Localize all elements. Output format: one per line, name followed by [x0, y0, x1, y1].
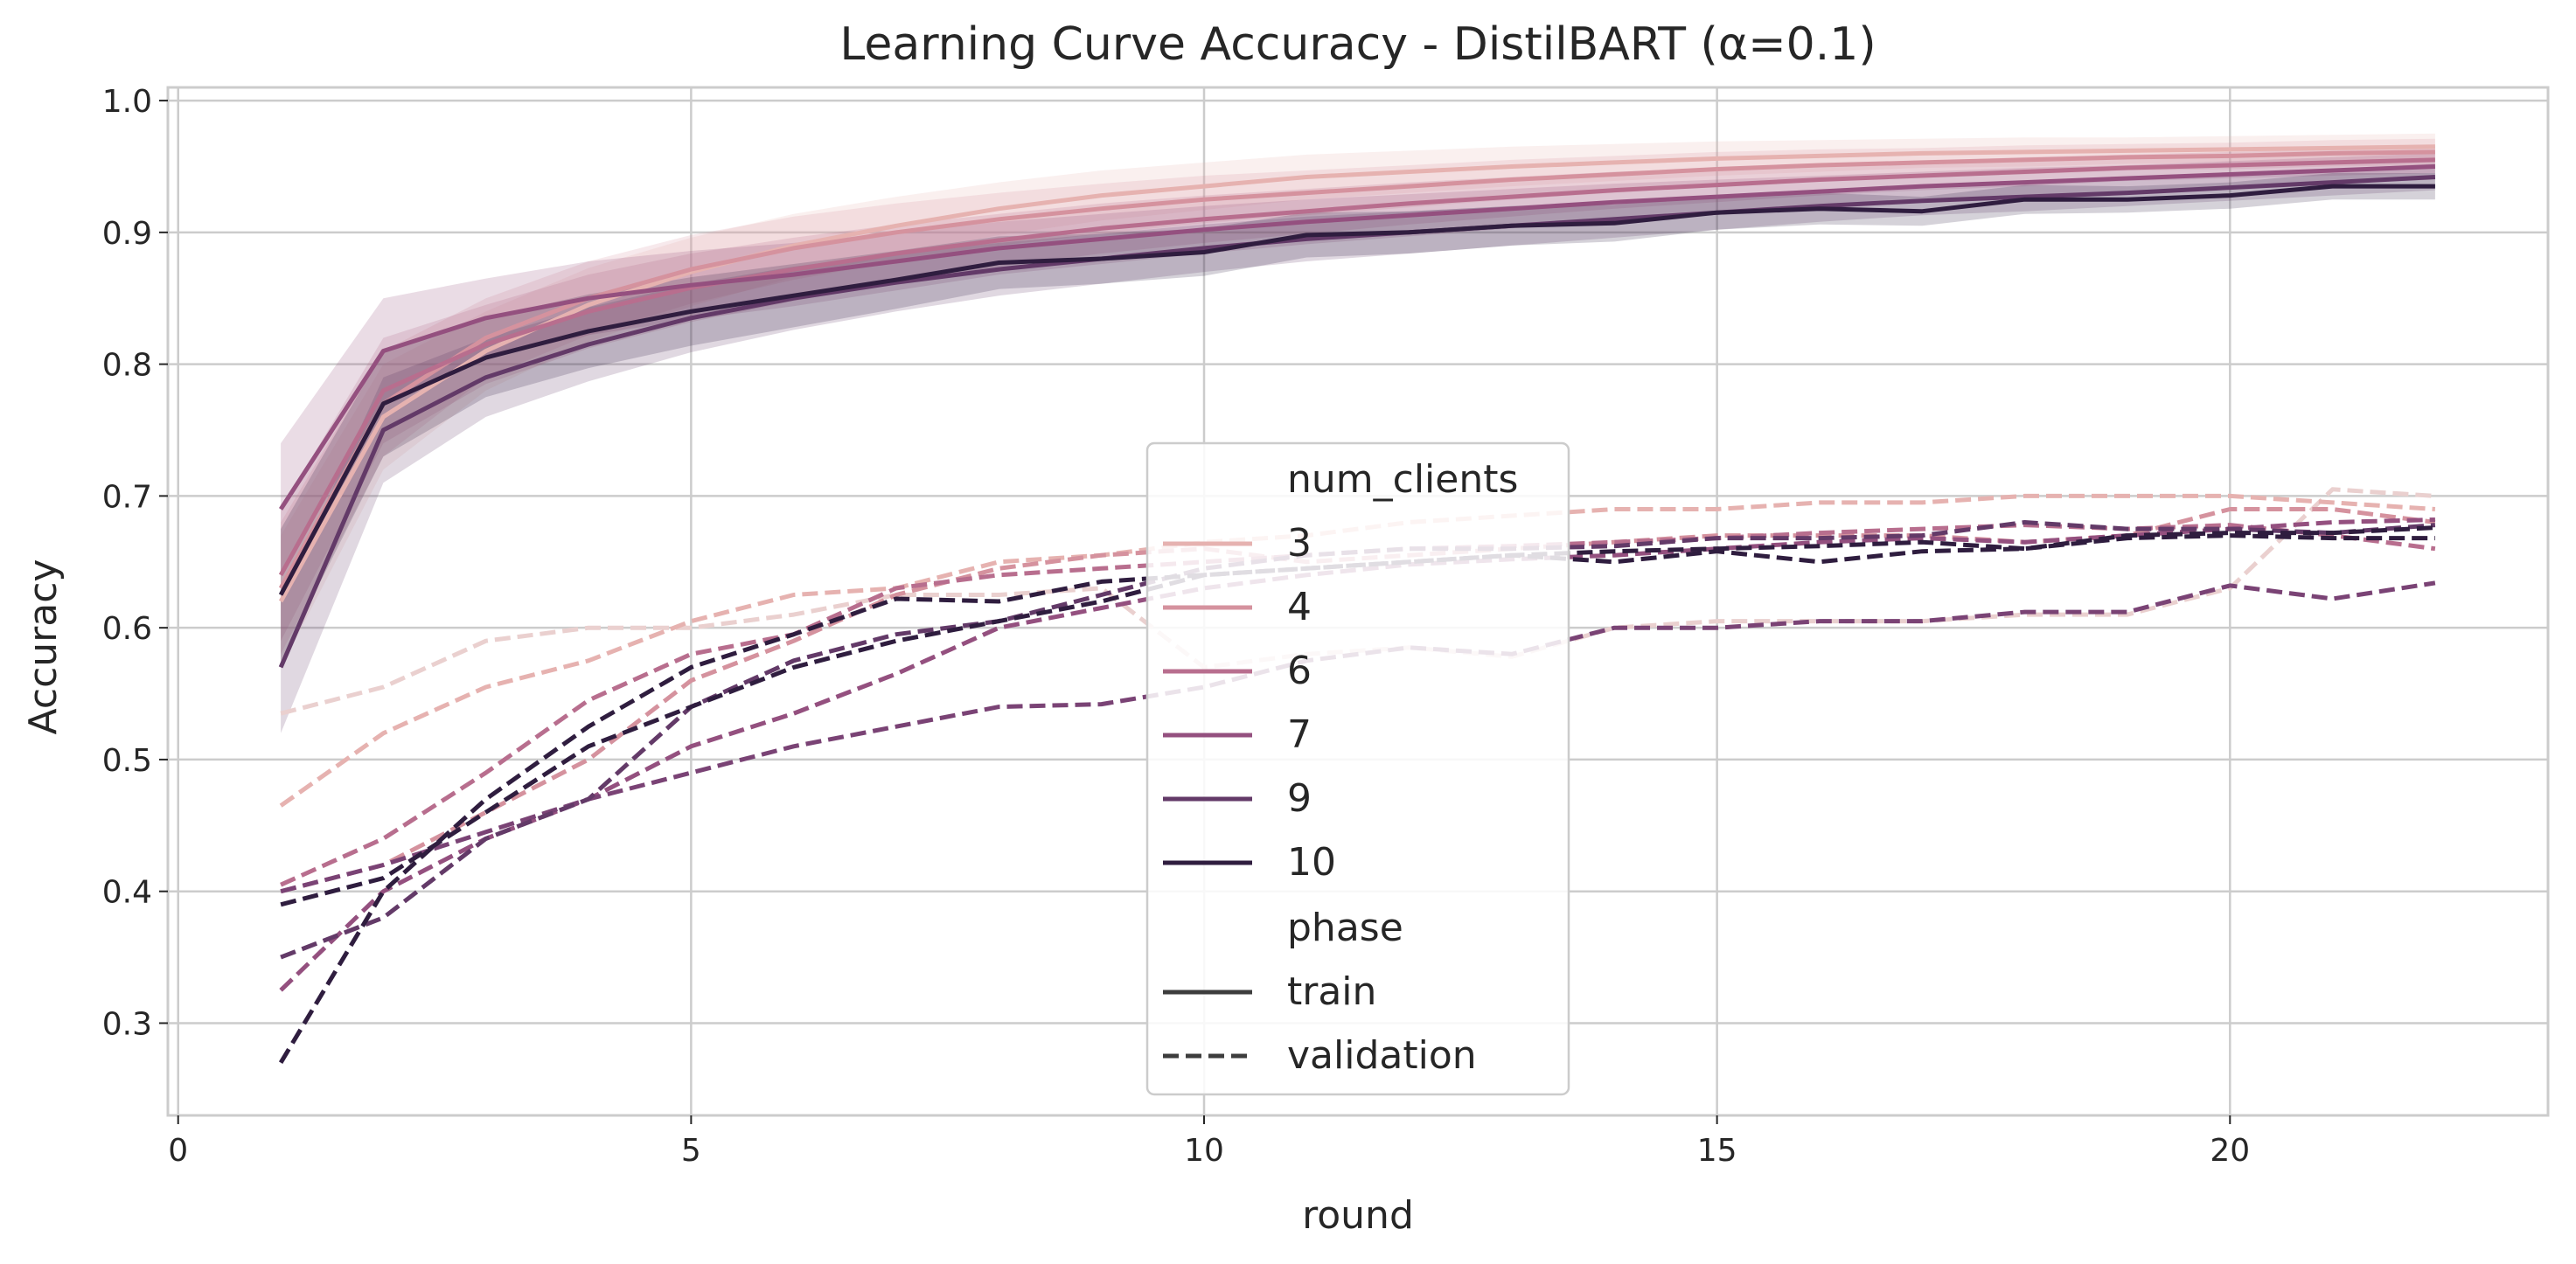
y-tick-label: 0.4: [102, 875, 152, 911]
train-band-9: [281, 163, 2435, 733]
y-tick-label: 0.6: [102, 611, 152, 647]
legend-label-7: 7: [1287, 712, 1312, 757]
y-tick-label: 0.5: [102, 743, 152, 779]
legend-style-entries: train validation: [1163, 969, 1477, 1078]
y-tick-label: 0.7: [102, 479, 152, 515]
x-tick-label: 5: [681, 1133, 701, 1169]
train-band-7: [281, 153, 2435, 575]
legend: num_clients 3 4 6 7 9 10 phase train validatio…: [1145, 441, 1570, 1096]
legend-box: [1145, 441, 1570, 1096]
train-band-4: [281, 138, 2435, 655]
series-line-train-3: [278, 144, 2435, 603]
legend-label-3: 3: [1287, 521, 1312, 566]
x-axis-label: round: [1302, 1193, 1414, 1238]
series-line-train-10: [278, 184, 2435, 596]
legend-hue-entries: 3 4 6 7 9 10: [1163, 521, 1336, 885]
legend-label-4: 4: [1287, 585, 1312, 629]
y-axis-label: Accuracy: [21, 559, 66, 735]
y-tick-label: 0.3: [102, 1006, 152, 1042]
legend-style-label-validation: validation: [1287, 1033, 1477, 1078]
series-line-train-6: [278, 157, 2435, 577]
series-line-validation-7: [279, 517, 2435, 992]
y-tick-label: 1.0: [102, 84, 152, 120]
x-tick-label: 20: [2210, 1133, 2250, 1169]
series-line-train-4: [278, 149, 2435, 590]
series-line-train-7: [279, 164, 2435, 510]
legend-label-9: 9: [1287, 776, 1312, 821]
y-axis-ticks: 0.3 0.4 0.5 0.6 0.7 0.8 0.9 1.0: [102, 84, 168, 1042]
x-axis-ticks: 0 5 10 15 20: [168, 1115, 2250, 1169]
chart-title: Learning Curve Accuracy - DistilBART (α=…: [839, 18, 1876, 71]
y-tick-label: 0.8: [102, 348, 152, 384]
y-tick-label: 0.9: [102, 216, 152, 252]
series-line-validation-9: [280, 520, 2436, 960]
legend-title-num-clients: num_clients: [1287, 457, 1518, 502]
legend-title-phase: phase: [1287, 906, 1403, 950]
x-tick-label: 15: [1697, 1133, 1737, 1169]
legend-label-10: 10: [1287, 840, 1336, 885]
x-tick-label: 0: [168, 1133, 188, 1169]
series-lines: [278, 144, 2436, 1064]
legend-label-6: 6: [1287, 649, 1312, 693]
x-tick-label: 10: [1184, 1133, 1224, 1169]
legend-style-label-train: train: [1287, 969, 1376, 1014]
